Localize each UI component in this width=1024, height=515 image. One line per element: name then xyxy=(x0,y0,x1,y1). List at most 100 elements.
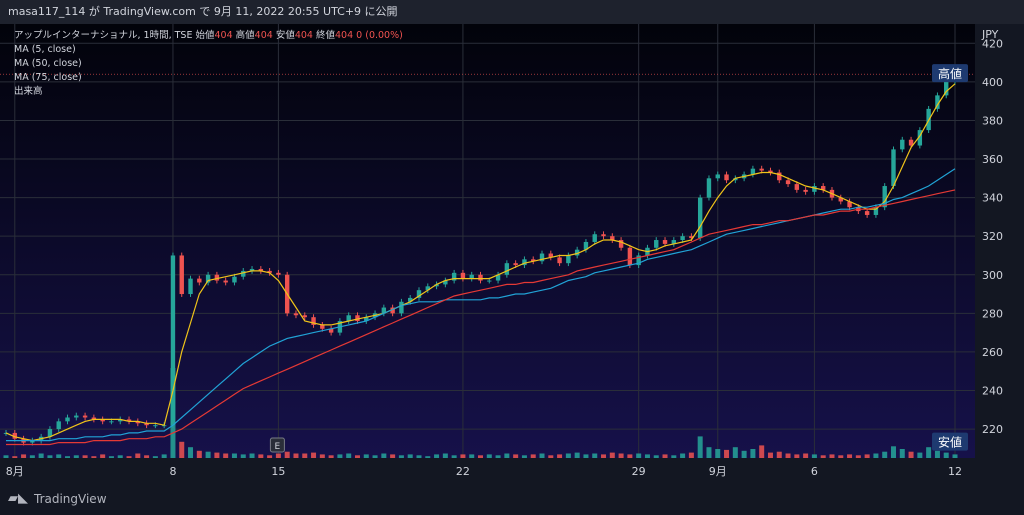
y-tick-label: 360 xyxy=(982,153,1003,166)
earnings-marker-label: E xyxy=(275,442,281,452)
volume-bar xyxy=(363,454,369,458)
volume-bar xyxy=(240,454,246,458)
tradingview-logo-icon: ▰◣ xyxy=(8,491,28,506)
indicator-legend: MA (75, close) xyxy=(14,72,82,83)
high-badge xyxy=(932,64,968,83)
volume-bar xyxy=(293,453,299,458)
candle-body xyxy=(126,419,132,422)
volume-bar xyxy=(917,452,923,458)
y-tick-label: 220 xyxy=(982,423,1003,436)
y-tick-label: 400 xyxy=(982,76,1003,89)
volume-bar xyxy=(451,455,457,458)
candle-body xyxy=(794,184,800,190)
volume-bar xyxy=(38,453,44,458)
volume-bar xyxy=(767,452,773,458)
volume-bar xyxy=(583,454,589,458)
volume-bar xyxy=(680,453,686,458)
candle-body xyxy=(487,280,492,282)
candle-body xyxy=(864,211,870,215)
volume-bar xyxy=(460,454,466,458)
candle-body xyxy=(680,236,685,241)
x-tick-label: 15 xyxy=(271,465,285,478)
volume-bar xyxy=(82,455,88,458)
volume-bar xyxy=(196,450,202,458)
volume-bar xyxy=(724,449,730,458)
candle-body xyxy=(469,274,474,279)
candle-body xyxy=(179,255,184,295)
volume-bar xyxy=(258,454,264,458)
candle-body xyxy=(733,178,738,181)
candle-body xyxy=(759,168,764,171)
volume-bar xyxy=(179,441,185,458)
volume-bar xyxy=(803,453,809,458)
tradingview-logo[interactable]: ▰◣ TradingView xyxy=(8,491,107,506)
x-tick-label: 9月 xyxy=(709,465,727,478)
volume-bar xyxy=(231,453,237,458)
volume-bar xyxy=(337,454,343,458)
volume-bar xyxy=(205,451,211,458)
time-axis-panel xyxy=(0,458,975,484)
candle-body xyxy=(293,313,299,316)
volume-bar xyxy=(469,454,475,458)
candle-body xyxy=(399,301,404,314)
candle-body xyxy=(583,241,589,250)
candle-body xyxy=(241,270,246,277)
candle-body xyxy=(249,268,255,271)
volume-bar xyxy=(829,454,835,458)
volume-bar xyxy=(952,454,958,458)
ma5-line xyxy=(5,83,956,442)
candle-body xyxy=(223,280,228,283)
volume-bar xyxy=(442,453,448,458)
volume-bar xyxy=(548,455,554,458)
volume-bar xyxy=(926,447,932,458)
brand-name: TradingView xyxy=(34,491,107,506)
x-tick-label: 8 xyxy=(169,465,176,478)
currency-label: JPY xyxy=(981,28,999,41)
volume-bar xyxy=(346,453,352,458)
candle-body xyxy=(197,278,202,283)
volume-bar xyxy=(495,455,501,458)
volume-bar xyxy=(609,452,615,458)
badge-label: 高値 xyxy=(938,66,962,81)
volume-bar xyxy=(223,453,229,458)
indicator-legend: 出来高 xyxy=(14,85,43,97)
y-tick-label: 320 xyxy=(982,230,1003,243)
candle-body xyxy=(434,284,439,287)
candle-body xyxy=(30,440,35,443)
volume-bar xyxy=(785,453,791,458)
volume-bar xyxy=(636,453,642,458)
candle-body xyxy=(697,197,703,239)
volume-bar xyxy=(934,450,940,458)
candle-body xyxy=(135,421,141,424)
volume-bar xyxy=(214,452,220,458)
volume-bar xyxy=(100,454,106,458)
candle-body xyxy=(671,240,677,244)
volume-bar xyxy=(249,453,255,458)
symbol-legend: アップルインターナショナル, 1時間, TSE 始値404 高値404 安値40… xyxy=(14,29,403,41)
candle-body xyxy=(908,139,914,146)
plot-background xyxy=(0,24,975,458)
volume-bar xyxy=(478,455,483,458)
price-axis-panel xyxy=(975,24,1024,484)
volume-bar xyxy=(416,455,422,458)
volume-bar xyxy=(425,456,431,458)
volume-bar xyxy=(890,446,896,458)
volume-bar xyxy=(741,450,747,458)
volume-bar xyxy=(715,449,721,458)
candle-body xyxy=(847,201,852,208)
x-tick-label: 6 xyxy=(811,465,818,478)
candle-body xyxy=(944,81,949,96)
candle-body xyxy=(267,270,272,273)
footer: ▰◣ TradingView xyxy=(0,484,1024,515)
candle-body xyxy=(91,417,97,420)
volume-bar xyxy=(882,451,888,458)
volume-bar xyxy=(188,447,194,458)
volume-bar xyxy=(618,453,624,458)
candle-body xyxy=(118,419,123,422)
volume-bar xyxy=(91,456,97,458)
indicator-legend: MA (5, close) xyxy=(14,44,76,55)
candle-body xyxy=(689,236,694,239)
candle-body xyxy=(355,315,360,322)
candle-body xyxy=(820,186,826,190)
